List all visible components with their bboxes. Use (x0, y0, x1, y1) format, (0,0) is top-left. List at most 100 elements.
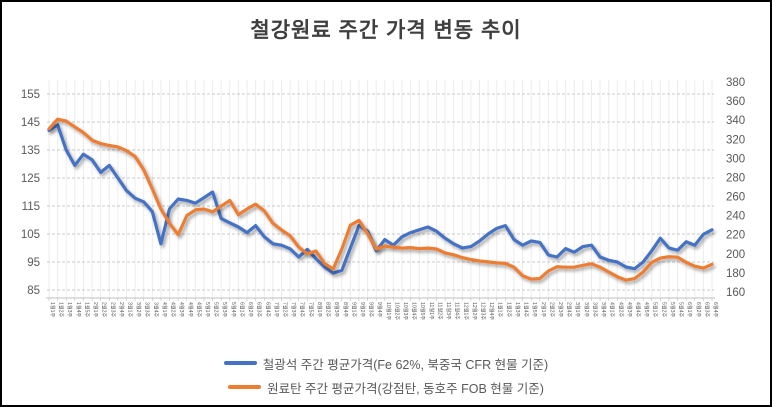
x-axis-week-label: 9월2주 (359, 302, 367, 318)
x-axis-week-label: 11월4주 (454, 302, 462, 320)
x-axis-week-label: 8월4주 (342, 302, 350, 318)
x-axis-week-label: 6월3주 (256, 302, 264, 318)
x-axis-week-label: 3월2주 (135, 302, 143, 318)
right-axis-tick-label: 200 (726, 249, 745, 261)
right-axis-tick-label: 340 (726, 115, 745, 127)
x-axis-week-label: 3월2주 (583, 302, 591, 318)
x-axis-week-label: 2월1주 (92, 302, 100, 318)
x-axis-week-label: 12월4주 (488, 302, 496, 320)
right-axis-tick-label: 360 (726, 96, 745, 108)
left-axis-tick-label: 155 (21, 89, 40, 101)
x-axis-week-label: 2월1주 (540, 302, 548, 318)
x-axis-week-label: 6월1주 (238, 302, 246, 318)
x-axis-week-label: 2월2주 (548, 302, 556, 318)
left-axis-tick-label: 115 (22, 201, 40, 213)
right-axis-tick-label: 160 (726, 287, 745, 299)
x-axis-week-label: 3월4주 (600, 302, 608, 318)
x-axis-week-label: 4월2주 (170, 302, 178, 318)
x-axis-week-label: 12월2주 (471, 302, 479, 320)
chart-title: 철강원료 주간 가격 변동 추이 (250, 19, 522, 42)
x-axis-week-label: 10월4주 (411, 302, 419, 320)
x-axis-week-label: 4월4주 (635, 302, 643, 318)
legend-item-iron-ore: 철광석 주간 평균가격(Fe 62%, 북중국 CFR 현물 기준) (223, 353, 548, 373)
right-axis-tick-label: 380 (726, 77, 745, 89)
x-axis-week-label: 8월1주 (316, 302, 324, 318)
x-axis-week-label: 4월4주 (187, 302, 195, 318)
x-axis-week-label: 5월4주 (230, 302, 238, 318)
x-axis-week-label: 5월3주 (221, 302, 229, 318)
x-axis-week-label: 2월3주 (557, 302, 565, 318)
right-axis-tick-label: 180 (726, 268, 745, 280)
x-axis-week-label: 10월1주 (385, 302, 393, 320)
x-axis-week-label: 4월3주 (178, 302, 186, 318)
x-axis-week-label: 1월3주 (514, 302, 522, 318)
x-axis-week-label: 4월5주 (195, 302, 203, 318)
x-axis-week-label: 9월1주 (350, 302, 358, 318)
x-axis-week-label: 11월1주 (428, 302, 436, 320)
right-axis-tick-label: 260 (726, 192, 745, 204)
legend-item-coking-coal: 원료탄 주간 평균가격(강점탄, 동호주 FOB 현물 기준) (228, 377, 544, 397)
x-axis-week-label: 6월4주 (264, 302, 272, 318)
x-axis-week-label: 12월1주 (462, 302, 470, 320)
right-axis-tick-label: 240 (726, 211, 745, 223)
x-axis-week-label: 6월2주 (695, 302, 703, 318)
x-axis-week-label: 1월4주 (75, 302, 83, 318)
iron-ore-series-line (47, 123, 714, 275)
iron-ore-line-swatch (223, 361, 257, 365)
x-axis-week-label: 1월1주 (49, 302, 57, 318)
x-axis-week-label: 1월2주 (505, 302, 513, 318)
x-axis-week-label: 1월3주 (66, 302, 74, 318)
x-axis-week-label: 7월5주 (307, 302, 315, 318)
x-axis-week-label: 3월1주 (126, 302, 134, 318)
x-axis-week-label: 6월3주 (703, 302, 711, 318)
left-axis-tick-label: 95 (27, 257, 40, 269)
left-axis-tick-label: 105 (21, 229, 40, 241)
x-axis-week-label: 3월1주 (574, 302, 582, 318)
x-axis-week-label: 2월3주 (109, 302, 117, 318)
x-axis-week-label: 4월1주 (161, 302, 169, 318)
x-axis-week-label: 8월2주 (325, 302, 333, 318)
x-axis-week-label: 1월4주 (523, 302, 531, 318)
right-axis-tick-label: 300 (726, 153, 745, 165)
x-axis-week-label: 4월2주 (617, 302, 625, 318)
x-axis-week-label: 1월5주 (83, 302, 91, 318)
left-axis-tick-label: 145 (21, 117, 40, 129)
right-axis-tick-label: 220 (726, 230, 745, 242)
x-axis-week-label: 5월4주 (678, 302, 686, 318)
coking-coal-legend-label: 원료탄 주간 평균가격(강점탄, 동호주 FOB 현물 기준) (267, 381, 544, 396)
x-axis-week-label: 4월3주 (626, 302, 634, 318)
x-axis-week-label: 3월4주 (152, 302, 160, 318)
x-axis-week-label: 2월4주 (118, 302, 126, 318)
x-axis-week-label: 1월2주 (58, 302, 66, 318)
x-axis-week-label: 10월3주 (402, 302, 410, 320)
coking-coal-series-line (47, 117, 714, 282)
x-axis-week-label: 5월1주 (204, 302, 212, 318)
x-axis-week-label: 1월5주 (531, 302, 539, 318)
x-axis-week-label: 7월1주 (273, 302, 281, 318)
x-axis-week-label: 3월3주 (144, 302, 152, 318)
x-axis-week-label: 2월4주 (566, 302, 574, 318)
x-axis-week-label: 4월5주 (643, 302, 651, 318)
x-axis-week-label: 2월2주 (101, 302, 109, 318)
left-axis-tick-label: 135 (21, 145, 40, 157)
right-axis-tick-label: 280 (726, 172, 745, 184)
x-axis-week-label: 7월4주 (299, 302, 307, 318)
right-axis-tick-label: 320 (726, 134, 745, 146)
x-axis-week-label: 1월1주 (497, 302, 505, 318)
x-axis-week-label: 7월3주 (290, 302, 298, 318)
x-axis-week-label: 3월3주 (591, 302, 599, 318)
coking-coal-line-swatch (228, 385, 262, 389)
x-axis-week-label: 9월4주 (376, 302, 384, 318)
x-axis-week-label: 11월2주 (436, 302, 444, 320)
x-axis-week-label: 4월1주 (609, 302, 617, 318)
x-axis-week-label: 8월3주 (333, 302, 341, 318)
x-axis-week-label: 5월2주 (213, 302, 221, 318)
x-axis-week-label: 5월3주 (669, 302, 677, 318)
x-axis-week-label: 11월3주 (445, 302, 453, 320)
left-axis-tick-label: 125 (21, 173, 40, 185)
x-axis-week-label: 6월2주 (247, 302, 255, 318)
x-axis-week-label: 10월2주 (393, 302, 401, 320)
x-axis-week-label: 10월5주 (419, 302, 427, 320)
x-axis-week-label: 12월3주 (480, 302, 488, 320)
